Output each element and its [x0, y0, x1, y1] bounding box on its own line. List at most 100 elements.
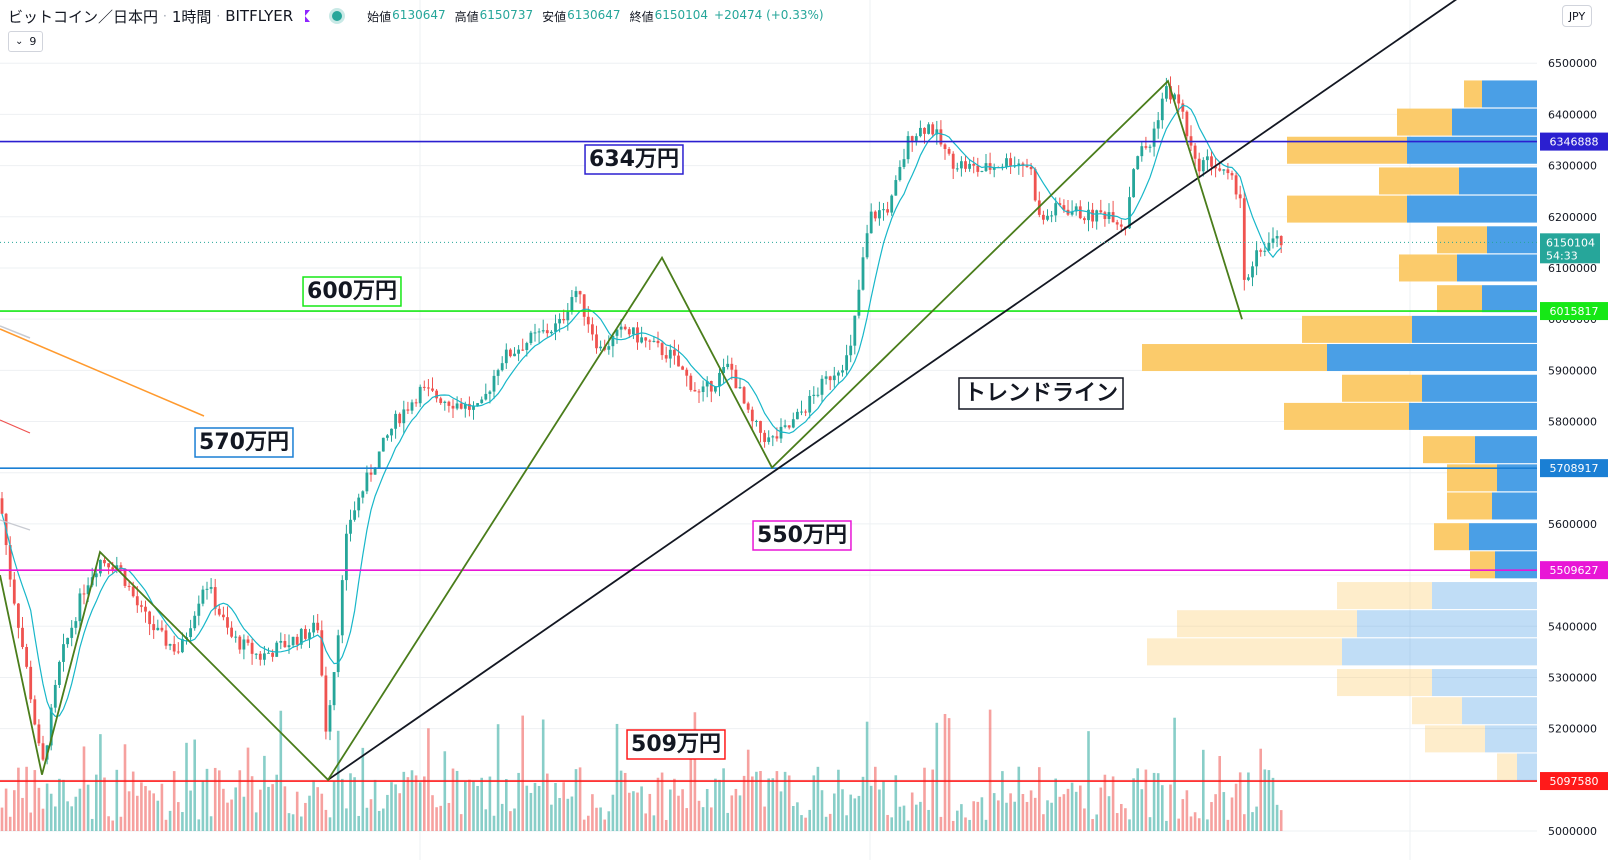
- moving-average-line: [1, 104, 1282, 718]
- volume-bar: [181, 812, 184, 831]
- candle-body: [541, 330, 545, 332]
- volume-bar: [492, 815, 496, 831]
- volume-bar: [201, 780, 205, 831]
- volume-profile-down: [1464, 80, 1482, 108]
- bar-countdown-label: 54:33: [1546, 249, 1578, 262]
- volume-bar: [1148, 817, 1152, 831]
- candle-body: [1009, 158, 1012, 167]
- indicator-legend-toggle[interactable]: ⌄ 9: [8, 31, 44, 52]
- volume-bar: [886, 814, 889, 831]
- volume-bar: [529, 792, 533, 831]
- volume-profile: [1142, 80, 1537, 781]
- low-value: 6130647: [567, 7, 621, 22]
- volume-bar: [705, 789, 709, 831]
- volume-bar: [402, 771, 406, 831]
- volume-bar: [193, 739, 196, 831]
- drawing-line: [0, 328, 205, 417]
- candle-body: [697, 391, 701, 393]
- volume-bar: [1042, 814, 1045, 831]
- flag-icon[interactable]: [305, 10, 311, 22]
- candle-body: [898, 166, 902, 181]
- volume-bar: [78, 788, 82, 831]
- price-tick-label: 5800000: [1548, 416, 1597, 429]
- volume-bar: [1091, 819, 1094, 831]
- volume-bar: [480, 777, 483, 831]
- candle-body: [1185, 111, 1189, 137]
- candle-body: [820, 378, 824, 395]
- candle-body: [312, 622, 315, 633]
- candle-body: [550, 331, 553, 334]
- volume-bar: [1210, 802, 1213, 831]
- volume-bar: [1263, 769, 1267, 831]
- currency-button[interactable]: JPY: [1562, 5, 1592, 27]
- volume-bar: [353, 777, 356, 831]
- volume-profile-down: [1399, 254, 1457, 282]
- level-annotation-box: [584, 144, 684, 175]
- volume-bar: [1050, 802, 1053, 831]
- volume-bar: [992, 793, 996, 831]
- volume-bar: [369, 799, 373, 831]
- volume-bar: [910, 792, 914, 831]
- volume-bar: [295, 791, 299, 831]
- candle-body: [160, 627, 164, 631]
- candle-body: [447, 401, 451, 406]
- candle-body: [664, 355, 668, 359]
- candle-body: [349, 519, 352, 534]
- volume-bar: [17, 767, 20, 831]
- candle-body: [570, 297, 574, 312]
- candle-body: [566, 311, 570, 321]
- candle-body: [258, 653, 262, 660]
- volume-bar: [332, 781, 336, 831]
- volume-bar: [652, 815, 656, 831]
- volume-bar: [734, 788, 738, 831]
- trendline: [327, 0, 1457, 781]
- symbol-name[interactable]: ビットコイン／日本円: [8, 7, 159, 26]
- volume-bar: [525, 785, 529, 831]
- candle-body: [21, 627, 24, 648]
- candle-body: [459, 403, 463, 409]
- candle-body: [759, 420, 762, 433]
- candle-body: [0, 498, 4, 514]
- volume-bar: [74, 796, 78, 831]
- volume-bar: [767, 778, 770, 831]
- candle-body: [283, 640, 287, 648]
- candle-body: [410, 402, 414, 411]
- volume-bar: [164, 819, 168, 831]
- candle-body: [320, 630, 324, 676]
- volume-bar: [1120, 803, 1123, 831]
- candle-body: [1095, 210, 1099, 222]
- volume-bar: [640, 786, 643, 831]
- candle-body: [1275, 235, 1279, 239]
- volume-profile-down: [1425, 725, 1485, 753]
- volume-bar: [837, 769, 840, 831]
- volume-bar: [841, 789, 844, 831]
- volume-profile-up: [1487, 226, 1537, 254]
- volume-bar: [874, 766, 877, 831]
- candle-body: [910, 136, 914, 141]
- candle-body: [714, 386, 717, 392]
- interval-label[interactable]: 1時間: [171, 7, 212, 26]
- axis-price-tag: [1540, 132, 1608, 151]
- volume-bar: [250, 776, 254, 831]
- volume-profile-down: [1287, 136, 1407, 164]
- volume-bar: [115, 769, 119, 831]
- last-price-tag: [1540, 233, 1600, 264]
- price-axis[interactable]: 5000000510000052000005300000540000055000…: [1537, 0, 1613, 860]
- volume-bar: [1238, 772, 1242, 831]
- candle-body: [828, 376, 832, 381]
- candle-body: [164, 630, 168, 646]
- volume-bar: [226, 802, 229, 831]
- candle-body: [488, 391, 492, 394]
- volume-bar: [611, 794, 615, 831]
- volume-bar: [541, 719, 545, 831]
- volume-profile-up: [1432, 582, 1537, 610]
- axis-price-tag-label: 5509627: [1550, 564, 1599, 577]
- candle-body: [718, 372, 721, 387]
- volume-bar: [1128, 819, 1131, 831]
- candle-body: [755, 420, 758, 422]
- volume-bar: [923, 767, 926, 831]
- volume-bar: [29, 812, 32, 831]
- volume-profile-up: [1407, 195, 1537, 223]
- volume-profile-down: [1437, 285, 1482, 313]
